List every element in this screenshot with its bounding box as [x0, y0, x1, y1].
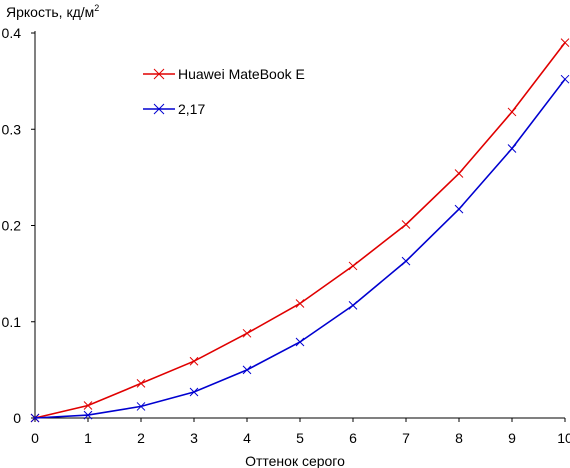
series-group [30, 38, 570, 423]
x-tick-label: 10 [557, 430, 570, 446]
y-tick-label: 0.1 [2, 314, 22, 330]
x-tick-label: 5 [296, 430, 304, 446]
data-point [189, 356, 199, 366]
legend: Huawei MateBook E 2,17 [143, 66, 305, 117]
legend-label: 2,17 [178, 101, 205, 117]
series-2 [30, 74, 570, 423]
legend-label: Huawei MateBook E [178, 66, 305, 82]
data-point [507, 144, 517, 153]
data-point [507, 107, 517, 117]
data-point [348, 301, 358, 310]
marker-stroke [348, 301, 358, 310]
marker-stroke [454, 204, 464, 214]
data-point [136, 378, 146, 388]
data-point [454, 204, 464, 214]
y-axis-label: Яркость, кд/м2 [6, 3, 99, 20]
marker-stroke [507, 144, 517, 153]
marker-stroke [153, 68, 165, 80]
y-tick-label: 0.3 [2, 121, 22, 137]
series-1 [30, 38, 570, 423]
y-tick-label: 0.4 [2, 25, 22, 41]
x-tick-label: 3 [190, 430, 198, 446]
marker-stroke [295, 337, 305, 347]
data-point [454, 169, 464, 178]
x-tick-label: 4 [243, 430, 251, 446]
data-point [189, 387, 199, 397]
y-tick-label: 0.2 [2, 218, 22, 234]
x-tick-label: 7 [402, 430, 410, 446]
y-tick-label: 0 [13, 410, 21, 426]
marker-stroke [401, 220, 411, 229]
legend-swatch-marker [153, 68, 165, 80]
legend-swatch-marker [153, 103, 165, 115]
marker-stroke [401, 256, 411, 266]
marker-stroke [348, 261, 358, 271]
data-point [242, 328, 252, 338]
x-tick-label: 2 [137, 430, 145, 446]
data-point [560, 38, 570, 47]
data-point [401, 256, 411, 266]
x-tick-label: 8 [455, 430, 463, 446]
marker-stroke [136, 378, 146, 388]
marker-stroke [189, 356, 199, 366]
marker-stroke [136, 402, 146, 411]
data-point [401, 220, 411, 229]
marker-stroke [295, 299, 305, 308]
data-point [348, 261, 358, 271]
marker-stroke [153, 103, 165, 115]
marker-stroke [560, 74, 570, 84]
marker-stroke [83, 410, 93, 420]
marker-stroke [189, 387, 199, 397]
marker-stroke [242, 365, 252, 375]
x-ticks: 0 1 2 3 4 5 6 7 8 9 10 [31, 418, 570, 446]
legend-entry-1: Huawei MateBook E [143, 66, 305, 82]
x-tick-label: 9 [508, 430, 516, 446]
marker-stroke [83, 401, 93, 410]
data-point [295, 337, 305, 347]
series-line [34, 78, 566, 419]
x-axis-label: Оттенок серого [245, 453, 345, 468]
marker-stroke [454, 169, 464, 178]
axes [34, 31, 565, 419]
x-tick-label: 0 [31, 430, 39, 446]
marker-stroke [242, 328, 252, 338]
data-point [242, 365, 252, 375]
data-point [83, 401, 93, 410]
series-line [34, 42, 566, 419]
data-point [83, 410, 93, 420]
x-tick-label: 6 [349, 430, 357, 446]
marker-stroke [560, 38, 570, 47]
data-point [136, 402, 146, 411]
data-point [30, 413, 40, 423]
x-tick-label: 1 [84, 430, 92, 446]
marker-stroke [507, 107, 517, 117]
data-point [295, 299, 305, 308]
y-ticks: 0 0.1 0.2 0.3 0.4 [2, 25, 35, 426]
data-point [560, 74, 570, 84]
legend-entry-2: 2,17 [143, 101, 205, 117]
marker-stroke [30, 413, 40, 423]
